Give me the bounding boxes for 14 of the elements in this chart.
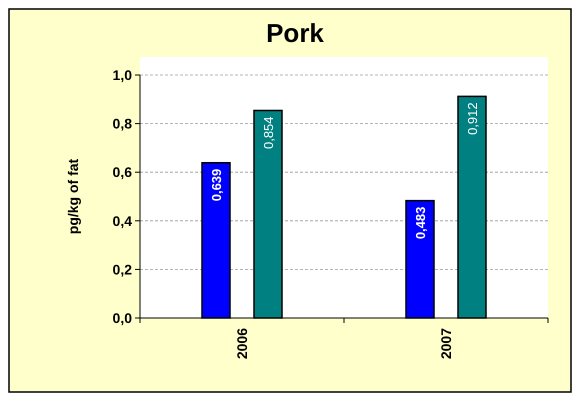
x-tick-label: 2006 xyxy=(234,328,250,360)
y-tick-label: 0,4 xyxy=(112,212,132,229)
y-tick-label: 0,2 xyxy=(112,261,132,278)
y-tick-label: 1,0 xyxy=(112,67,132,83)
data-label: 0,854 xyxy=(261,116,276,150)
y-axis-title: pg/kg of fat xyxy=(65,158,81,234)
chart-title: Pork xyxy=(266,18,324,48)
y-tick-label: 0,0 xyxy=(112,310,132,326)
x-tick-label: 2007 xyxy=(438,328,454,360)
y-tick-label: 0,6 xyxy=(112,164,132,180)
data-label: 0,912 xyxy=(465,102,480,135)
y-tick-label: 0,8 xyxy=(112,116,132,132)
data-label: 0,483 xyxy=(413,206,428,240)
data-label: 0,639 xyxy=(209,168,224,202)
